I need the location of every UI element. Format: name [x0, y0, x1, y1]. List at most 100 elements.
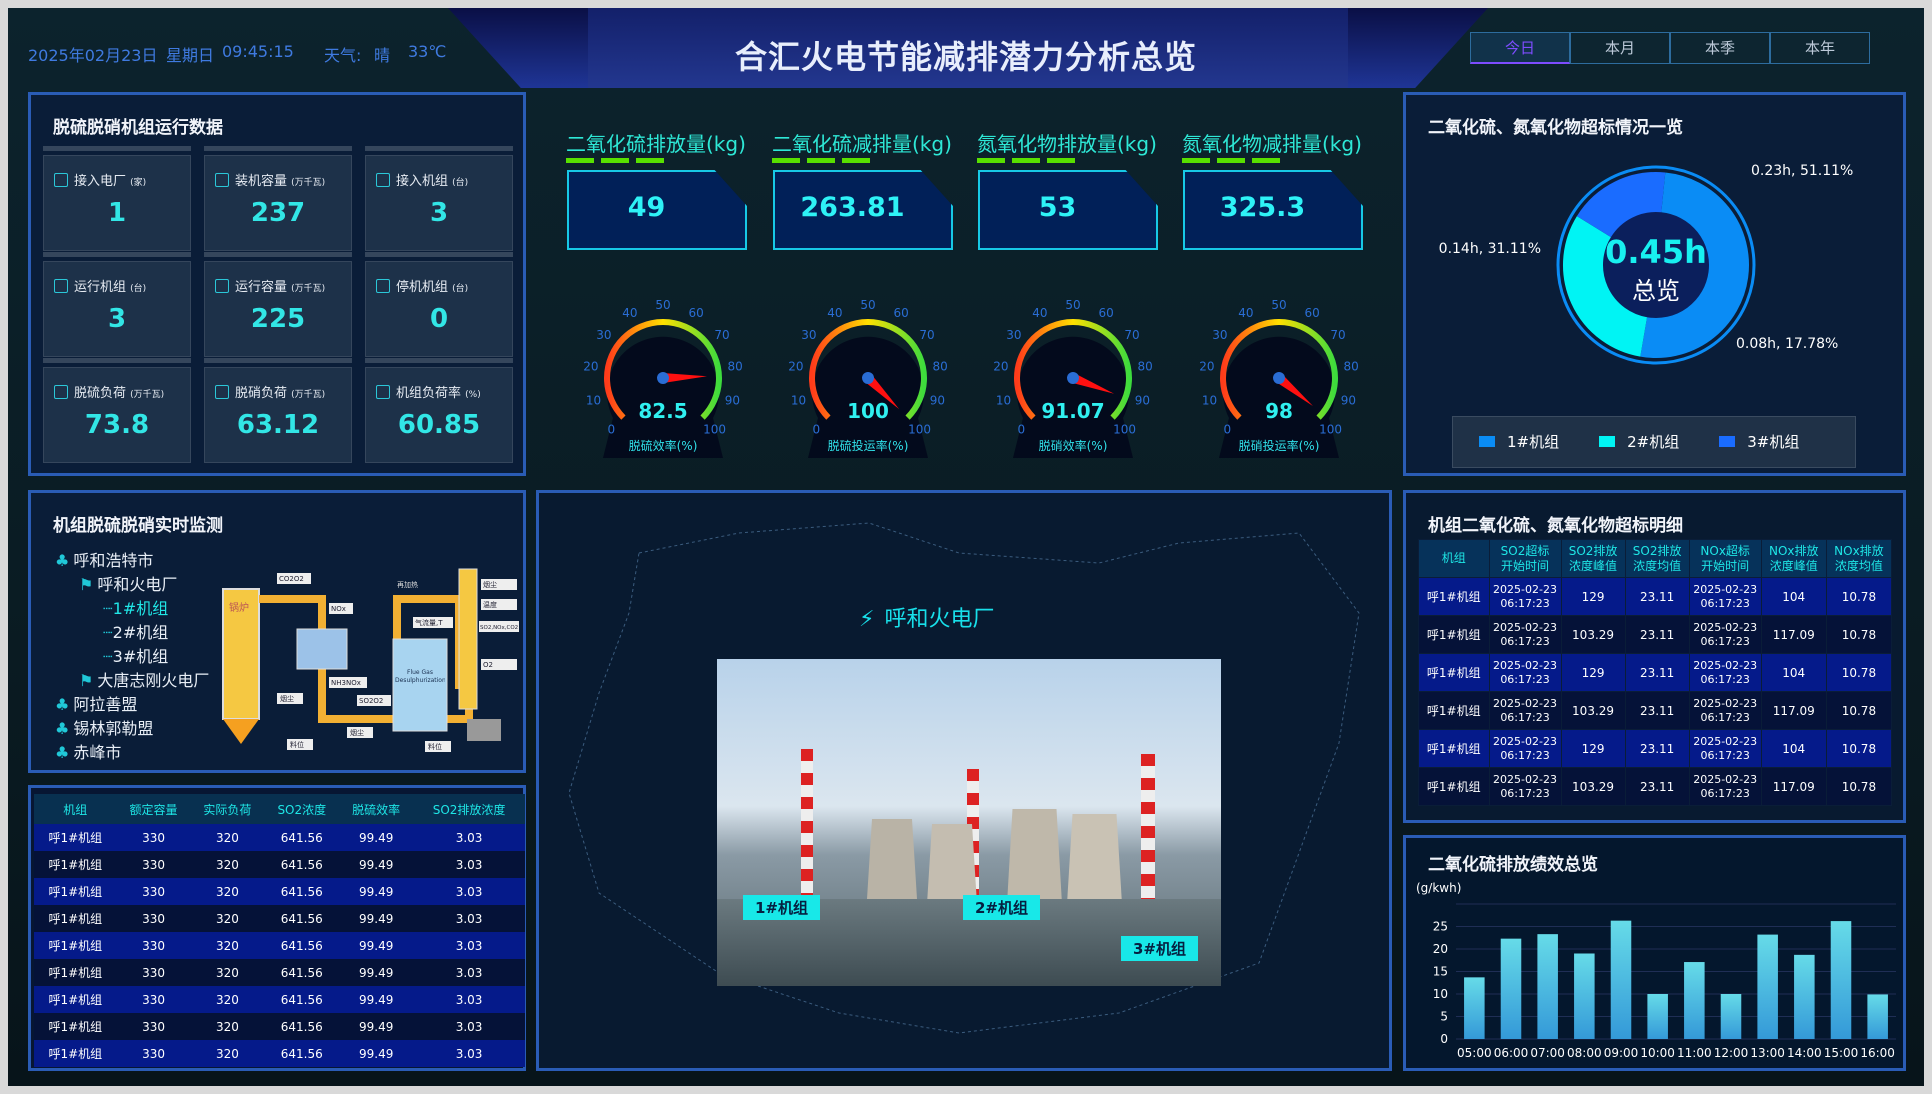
y-tick-label: 15	[1433, 965, 1448, 979]
tree-label: 2#机组	[112, 623, 169, 642]
tree-label: 3#机组	[112, 647, 169, 666]
kpi-dash	[636, 158, 664, 163]
table-cell: 641.56	[264, 1013, 340, 1040]
table-cell: 129	[1560, 577, 1626, 616]
table-row[interactable]: 呼1#机组 330 320 641.56 99.49 3.03	[34, 905, 525, 932]
table-row[interactable]: 呼1#机组 2025-02-23 06:17:23 129 23.11 2025-02-…	[1418, 653, 1893, 692]
tree-branch: ┈	[103, 623, 113, 642]
gauge-arc	[604, 319, 722, 420]
chart-title: 二氧化硫排放绩效总览	[1428, 855, 1598, 875]
table-cell: 104	[1760, 729, 1827, 768]
table-row[interactable]: 呼1#机组 2025-02-23 06:17:23 103.29 23.11 2025-…	[1418, 767, 1893, 806]
table-cell: 641.56	[264, 959, 340, 986]
tab-quarter[interactable]: 本季	[1670, 32, 1770, 64]
table-row[interactable]: 呼1#机组 2025-02-23 06:17:23 129 23.11 2025-02-…	[1418, 729, 1893, 768]
tree-node[interactable]: ⚑ 大唐志刚火电厂	[55, 669, 209, 693]
legend-item[interactable]: 3#机组	[1719, 433, 1799, 451]
diagram-labels: CO2O2 NOx NH3NOx 烟尘 SO2O2 烟尘 料位 料位 再加热 F…	[277, 573, 519, 752]
table-row[interactable]: 呼1#机组 330 320 641.56 99.49 3.03	[34, 986, 525, 1013]
bar[interactable]	[1537, 934, 1558, 1039]
unit-3-label[interactable]: 3#机组	[1121, 936, 1199, 961]
stat-value: 3	[429, 198, 449, 228]
table-row[interactable]: 呼1#机组 330 320 641.56 99.49 3.03	[34, 851, 525, 878]
table-row[interactable]: 呼1#机组 330 320 641.56 99.49 3.03	[34, 1040, 525, 1067]
donut-slice[interactable]	[1563, 216, 1648, 357]
legend-label: 2#机组	[1627, 433, 1680, 451]
table-row[interactable]: 呼1#机组 330 320 641.56 99.49 3.03	[34, 1013, 525, 1040]
bar[interactable]	[1500, 938, 1522, 1039]
diagram-label: 烟尘	[350, 728, 364, 737]
kpi-box: 53	[978, 170, 1158, 250]
tab-year[interactable]: 本年	[1770, 32, 1870, 64]
donut-slice[interactable]	[1576, 172, 1666, 238]
table-row[interactable]: 呼1#机组 2025-02-23 06:17:23 129 23.11 2025-02-…	[1418, 577, 1893, 616]
column-header: SO2浓度	[264, 794, 340, 824]
table-cell: 3.03	[413, 878, 525, 905]
unit-1-label[interactable]: 1#机组	[743, 895, 821, 920]
bar[interactable]	[1684, 962, 1705, 1039]
bar[interactable]	[1610, 920, 1632, 1039]
gauge-tick: 50	[655, 298, 670, 312]
bar[interactable]	[1830, 921, 1852, 1039]
legend-swatch	[1479, 436, 1495, 447]
stat-card: 脱硫负荷 (万千瓦) 73.8	[43, 358, 191, 463]
tree-node[interactable]: ♣ 阿拉善盟	[55, 693, 209, 717]
column-header: NOx排放 浓度均值	[1825, 539, 1893, 578]
gauge-tick: 10	[791, 394, 806, 408]
column-header: SO2排放 浓度峰值	[1560, 539, 1626, 578]
bar[interactable]	[1574, 953, 1595, 1040]
table-row[interactable]: 呼1#机组 2025-02-23 06:17:23 103.29 23.11 2025-…	[1418, 615, 1893, 654]
table-cell: 103.29	[1560, 767, 1626, 806]
tree-node[interactable]: ♣ 呼和浩特市	[55, 549, 209, 573]
stat-name: 脱硫负荷	[74, 386, 127, 401]
donut-slice[interactable]	[1640, 172, 1749, 358]
table-cell: 23.11	[1624, 653, 1690, 692]
stat-value: 60.85	[397, 410, 481, 440]
plant-photo[interactable]: 1#机组 2#机组 3#机组	[717, 659, 1221, 986]
tab-today[interactable]: 今日	[1470, 32, 1570, 64]
table-cell: 23.11	[1624, 577, 1690, 616]
gauge-label: 脱硝投运率(%)	[1239, 438, 1320, 453]
tree-node[interactable]: ┈1#机组	[55, 597, 209, 621]
tree-node[interactable]: ⚑ 呼和火电厂	[55, 573, 209, 597]
table-cell: 104	[1760, 653, 1827, 692]
x-tick-label: 16:00	[1860, 1046, 1895, 1060]
map-panel: ⚡ 呼和火电厂 1#机组 2#机组 3#机组	[536, 490, 1392, 1071]
table-cell: 呼1#机组	[1418, 615, 1490, 654]
tree-node[interactable]: ♣ 赤峰市	[55, 741, 209, 765]
bar[interactable]	[1720, 994, 1742, 1039]
tree-node[interactable]: ♣ 锡林郭勒盟	[55, 717, 209, 741]
bar[interactable]	[1464, 977, 1485, 1039]
table-cell: 3.03	[413, 851, 525, 878]
generator-icon	[376, 173, 390, 187]
kpi-value: 325.3	[1219, 192, 1306, 223]
tree-node[interactable]: ┈3#机组	[55, 645, 209, 669]
tree-node[interactable]: ┈2#机组	[55, 621, 209, 645]
legend-item[interactable]: 1#机组	[1479, 433, 1559, 451]
table-cell: 3.03	[413, 932, 525, 959]
legend-item[interactable]: 2#机组	[1599, 433, 1679, 451]
bar[interactable]	[1647, 994, 1668, 1039]
table-row[interactable]: 呼1#机组 330 320 641.56 99.49 3.03	[34, 959, 525, 986]
table-row[interactable]: 呼1#机组 2025-02-23 06:17:23 103.29 23.11 2025-…	[1418, 691, 1893, 730]
table-cell: 23.11	[1624, 691, 1690, 730]
bar[interactable]	[1867, 994, 1888, 1039]
table-cell: 10.78	[1825, 767, 1893, 806]
gauge-face	[808, 336, 928, 458]
table-cell: 3.03	[413, 986, 525, 1013]
panel-title: 机组二氧化硫、氮氧化物超标明细	[1428, 516, 1683, 536]
table-row[interactable]: 呼1#机组 330 320 641.56 99.49 3.03	[34, 932, 525, 959]
table-row[interactable]: 呼1#机组 330 320 641.56 99.49 3.03	[34, 878, 525, 905]
table-cell: 2025-02-23 06:17:23	[1688, 691, 1762, 730]
table-row[interactable]: 呼1#机组 330 320 641.56 99.49 3.03	[34, 824, 525, 851]
bar[interactable]	[1794, 954, 1815, 1039]
tree-label: 呼和浩特市	[73, 551, 154, 570]
gauge-tick: 10	[996, 394, 1011, 408]
gauge-value: 100	[847, 399, 889, 423]
unit-2-label[interactable]: 2#机组	[963, 895, 1041, 920]
bar[interactable]	[1757, 934, 1778, 1039]
period-tabs: 今日 本月 本季 本年	[1470, 32, 1870, 64]
city-icon: ♣	[55, 743, 70, 762]
tab-month[interactable]: 本月	[1570, 32, 1670, 64]
